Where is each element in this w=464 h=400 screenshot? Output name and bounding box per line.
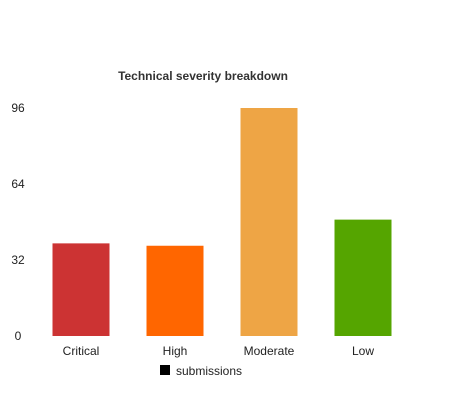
x-tick-label-high: High: [163, 344, 188, 358]
y-tick-label: 0: [15, 329, 22, 343]
bar-moderate: [240, 108, 298, 336]
legend-swatch: [160, 365, 170, 375]
x-tick-label-critical: Critical: [63, 344, 100, 358]
y-tick-label: 96: [11, 101, 25, 115]
y-tick-label: 32: [11, 253, 25, 267]
legend: submissions: [160, 364, 242, 378]
bar-critical: [52, 243, 110, 336]
bar-low: [334, 219, 392, 336]
y-tick-label: 64: [11, 177, 25, 191]
bar-high: [146, 245, 204, 336]
x-tick-label-low: Low: [352, 344, 374, 358]
x-tick-label-moderate: Moderate: [244, 344, 295, 358]
x-axis-ticks: Critical High Moderate Low: [63, 344, 375, 358]
bars-group: [52, 108, 392, 336]
legend-label: submissions: [176, 364, 242, 378]
chart-title: Technical severity breakdown: [118, 69, 288, 83]
y-axis-ticks: 0 32 64 96: [11, 101, 25, 343]
